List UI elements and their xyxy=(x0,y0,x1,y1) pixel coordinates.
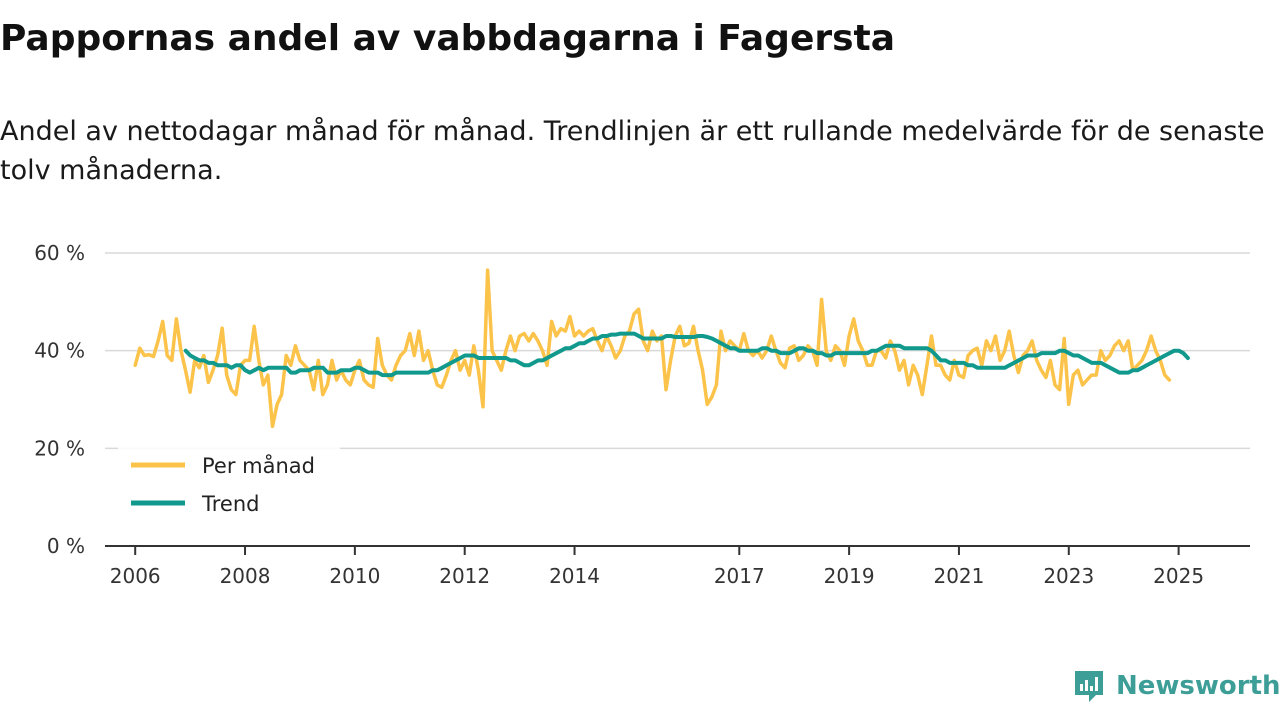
x-tick-label: 2006 xyxy=(110,564,161,588)
y-tick-label: 20 % xyxy=(34,436,85,460)
legend: Per månad Trend xyxy=(118,444,340,524)
x-tick-label: 2021 xyxy=(933,564,984,588)
legend-label: Trend xyxy=(201,492,259,516)
y-axis-ticks: 0 % 20 % 40 % 60 % xyxy=(34,241,85,558)
x-axis: 2006 2008 2010 2012 2014 2017 2019 2021 2023 2025 xyxy=(105,545,1250,588)
newsworthy-logo-icon xyxy=(1075,671,1103,702)
line-chart: 0 % 20 % 40 % 60 % 2006 2008 2010 2012 2014 2017… xyxy=(34,241,1250,588)
x-tick-label: 2017 xyxy=(714,564,765,588)
legend-background xyxy=(118,444,340,524)
brand-name: Newsworthy xyxy=(1116,671,1280,701)
x-tick-label: 2010 xyxy=(329,564,380,588)
series-line-per-manad xyxy=(133,268,1172,429)
series-lines xyxy=(133,268,1190,429)
chart-title: Pappornas andel av vabbdagarna i Fagerst… xyxy=(0,18,896,59)
legend-label: Per månad xyxy=(202,453,315,478)
x-tick-label: 2014 xyxy=(549,564,600,588)
grid-lines xyxy=(105,252,1250,450)
x-tick-label: 2023 xyxy=(1043,564,1094,588)
x-tick-label: 2012 xyxy=(439,564,490,588)
y-tick-label: 0 % xyxy=(47,534,85,558)
x-tick-label: 2008 xyxy=(220,564,271,588)
y-tick-label: 60 % xyxy=(34,241,85,265)
y-tick-label: 40 % xyxy=(34,339,85,363)
chart-subtitle: Andel av nettodagar månad för månad. Tre… xyxy=(0,116,1265,186)
brand-logo: Newsworthy xyxy=(1072,666,1280,706)
series-line-trend xyxy=(183,331,1190,378)
x-tick-label: 2019 xyxy=(824,564,875,588)
x-tick-label: 2025 xyxy=(1153,564,1204,588)
